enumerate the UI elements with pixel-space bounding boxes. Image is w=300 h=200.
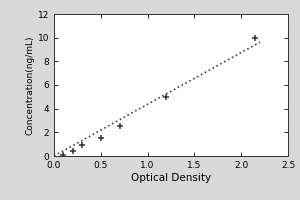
- Y-axis label: Concentration(ng/mL): Concentration(ng/mL): [26, 35, 35, 135]
- X-axis label: Optical Density: Optical Density: [131, 173, 211, 183]
